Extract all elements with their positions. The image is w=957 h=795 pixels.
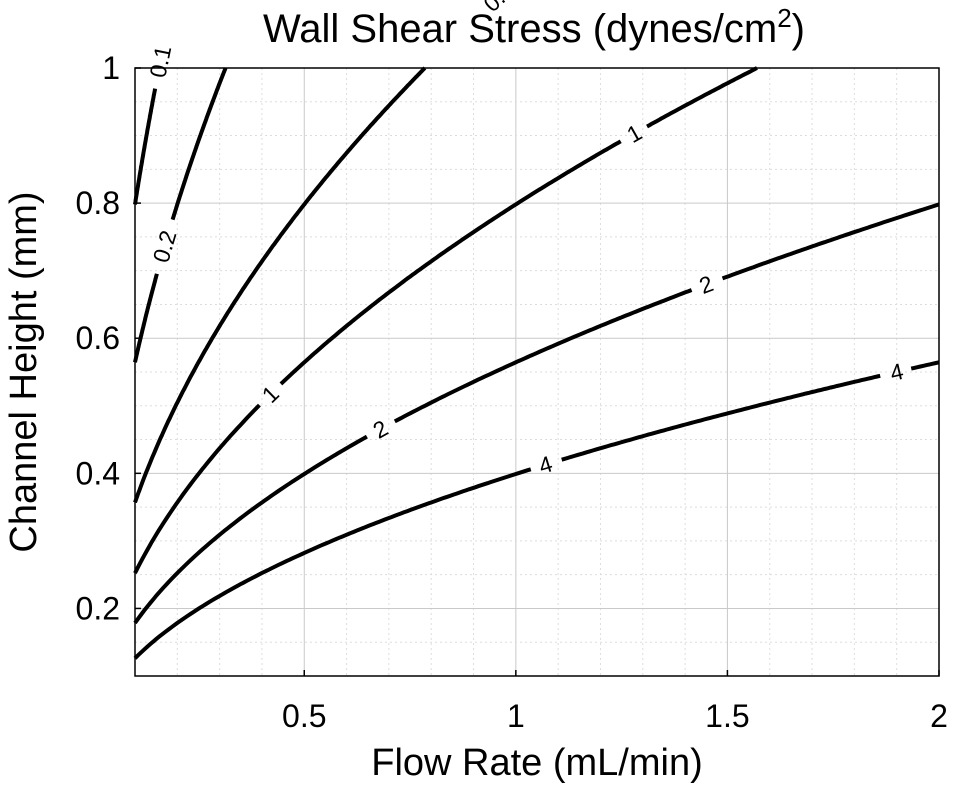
y-tick-label: 0.6 bbox=[76, 320, 120, 356]
y-tick-label: 0.4 bbox=[76, 455, 120, 491]
y-tick-label: 0.2 bbox=[76, 590, 120, 626]
contour-label-1: 1 bbox=[257, 380, 284, 408]
contour-line-0.5 bbox=[133, 66, 427, 504]
contour-line-1 bbox=[133, 403, 261, 574]
chart-title: Wall Shear Stress (dynes/cm2) bbox=[263, 3, 805, 51]
contour-label-2: 2 bbox=[696, 270, 717, 299]
x-axis-label: Flow Rate (mL/min) bbox=[371, 742, 703, 784]
x-tick-label: 0.5 bbox=[282, 698, 326, 734]
y-tick-label: 0.8 bbox=[76, 185, 120, 221]
plot-frame bbox=[134, 67, 940, 677]
contour-lines: 0.10.10.10.20.20.20.50.5112244 bbox=[133, 0, 940, 660]
contour-line-4 bbox=[910, 360, 940, 371]
contour-line-0.2 bbox=[133, 273, 159, 363]
contour-line-0.1 bbox=[133, 88, 158, 205]
y-tick-label: 1 bbox=[102, 50, 120, 86]
x-tick-label: 1.5 bbox=[705, 698, 749, 734]
y-axis-ticks: 0.2 0.4 0.6 0.8 1 bbox=[76, 50, 141, 626]
contour-line-1 bbox=[646, 66, 758, 129]
contour-label-0.2: 0.2 bbox=[148, 227, 182, 265]
x-tick-label: 1 bbox=[507, 698, 525, 734]
grid bbox=[135, 68, 939, 676]
contour-line-4 bbox=[561, 373, 881, 462]
contour-line-1 bbox=[279, 139, 622, 386]
contour-label-4: 4 bbox=[888, 358, 907, 386]
contour-line-2 bbox=[721, 202, 940, 281]
contour-line-4 bbox=[133, 467, 532, 660]
contour-label-4: 4 bbox=[536, 450, 556, 479]
contour-line-2 bbox=[393, 288, 693, 424]
contour-label-0.1: 0.1 bbox=[144, 43, 176, 79]
contour-line-2 bbox=[133, 434, 368, 625]
x-axis-ticks: 0.5 1 1.5 2 bbox=[282, 670, 948, 734]
contour-line-0.2 bbox=[170, 67, 228, 221]
x-tick-label: 2 bbox=[930, 698, 948, 734]
y-axis-label: Channel Height (mm) bbox=[3, 191, 45, 552]
